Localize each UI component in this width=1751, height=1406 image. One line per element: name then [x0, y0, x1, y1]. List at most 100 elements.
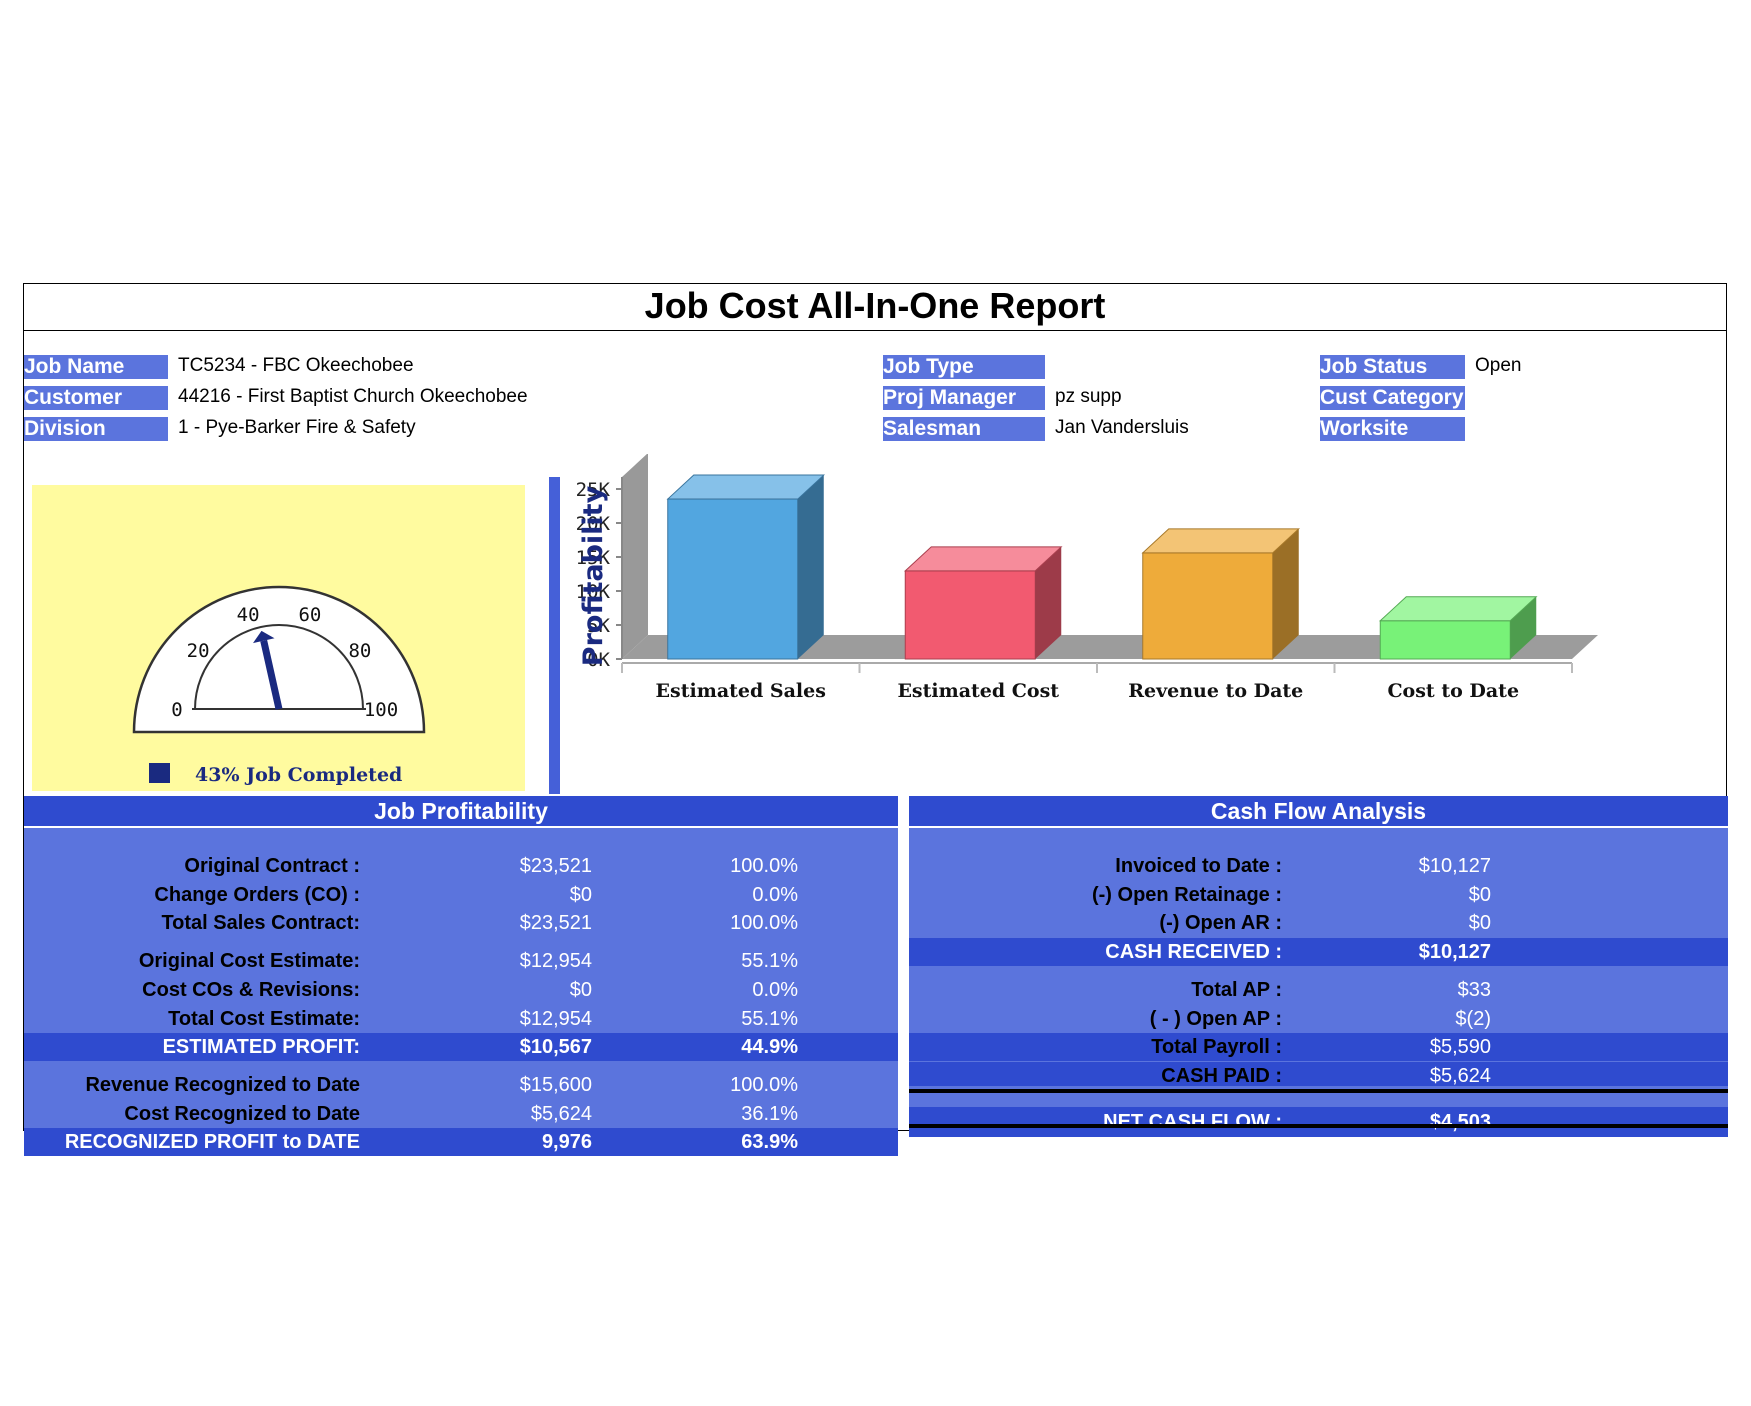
row-amount: $0 — [569, 979, 592, 1001]
row-label: ( - ) Open AP : — [1149, 1008, 1282, 1030]
report-title: Job Cost All-In-One Report — [24, 284, 1726, 331]
row-amount: $15,600 — [519, 1074, 592, 1096]
chart-bar-front — [667, 498, 799, 660]
row-label: Total Sales Contract: — [161, 912, 360, 934]
cash-flow-row: (-) Open Retainage : $0 — [909, 881, 1728, 909]
chart-y-tick-label: 25K — [576, 479, 611, 501]
row-label: RECOGNIZED PROFIT to DATE — [64, 1131, 360, 1153]
row-amount: $23,521 — [519, 855, 592, 877]
legend-swatch — [149, 763, 170, 783]
row-percent: 0.0% — [752, 979, 798, 1001]
row-percent: 55.1% — [741, 1008, 798, 1030]
row-amount: $12,954 — [519, 950, 592, 972]
gauge-needle-head — [253, 630, 275, 644]
row-amount: $12,954 — [519, 1008, 592, 1030]
row-label: (-) Open Retainage : — [1091, 884, 1282, 906]
row-label: CASH RECEIVED : — [1105, 941, 1282, 963]
job-profitability-row: Original Cost Estimate: $12,954 55.1% — [24, 947, 898, 975]
chart-bar-top — [903, 546, 1063, 572]
chart-bar-front — [904, 570, 1036, 660]
chart-floor — [622, 635, 1598, 659]
job-name-value: TC5234 - FBC Okeechobee — [178, 355, 414, 376]
job-name-label: Job Name — [24, 355, 168, 379]
row-amount: $5,624 — [1429, 1065, 1491, 1087]
chart-y-tick-label: 0K — [587, 649, 610, 671]
job-profitability-row: Total Sales Contract: $23,521 100.0% — [24, 909, 898, 937]
cash-flow-title: Cash Flow Analysis — [909, 796, 1728, 828]
completion-gauge: 0 20 40 60 80 100 43% Job Completed — [132, 585, 426, 786]
cash-flow-row: Total Payroll : $5,590 — [909, 1033, 1728, 1061]
net-cash-flow-row: NET CASH FLOW : $4,503 — [909, 1107, 1728, 1137]
chart-y-axis-label: Profitability — [578, 485, 609, 666]
gauge-tick-label: 0 — [171, 699, 182, 721]
gauge-needle — [260, 639, 283, 710]
row-label: Total AP : — [1191, 979, 1282, 1001]
chart-x-tick-label: Estimated Cost — [897, 680, 1059, 702]
row-amount: $0 — [1468, 884, 1491, 906]
gauge-panel: 0 20 40 60 80 100 43% Job Completed — [32, 485, 525, 791]
division-value: 1 - Pye-Barker Fire & Safety — [178, 417, 416, 438]
chart-y-tick-label: 15K — [576, 547, 611, 569]
row-label: ESTIMATED PROFIT: — [162, 1036, 360, 1058]
cash-flow-row: ( - ) Open AP : $(2) — [909, 1005, 1728, 1033]
chart-bar-side — [1272, 528, 1299, 659]
division-label: Division — [24, 417, 168, 441]
job-profitability-row: Original Contract : $23,521 100.0% — [24, 852, 898, 880]
chart-y-tick-label: 5K — [587, 615, 610, 637]
row-amount: $4,503 — [1429, 1111, 1491, 1133]
profitability-chart: 0K 5K 10K 15K 20K 25K Profitability Estimated S… — [560, 453, 1730, 799]
job-profitability-row: Total Cost Estimate: $12,954 55.1% — [24, 1005, 898, 1033]
gauge-legend-label: 43% Job Completed — [195, 764, 402, 786]
chart-bar-top — [1141, 528, 1301, 554]
row-amount: $5,590 — [1429, 1036, 1491, 1058]
row-label: Cost COs & Revisions: — [142, 979, 360, 1001]
row-amount: $(2) — [1455, 1008, 1491, 1030]
row-label: Change Orders (CO) : — [154, 884, 360, 906]
cash-flow-row: (-) Open AR : $0 — [909, 909, 1728, 937]
job-profitability-row: RECOGNIZED PROFIT to DATE 9,976 63.9% — [24, 1128, 898, 1156]
salesman-value: Jan Vandersluis — [1055, 417, 1189, 438]
gauge-tick-label: 100 — [364, 699, 398, 721]
job-profitability-row: Cost Recognized to Date $5,624 36.1% — [24, 1100, 898, 1128]
gauge-tick-label: 80 — [348, 640, 371, 662]
chart-x-tick-label: Revenue to Date — [1128, 680, 1303, 702]
proj-manager-label: Proj Manager — [883, 386, 1045, 410]
chart-left-wall — [622, 453, 648, 659]
row-amount: $10,127 — [1418, 855, 1491, 877]
chart-bar-top — [1378, 596, 1538, 622]
row-percent: 44.9% — [741, 1036, 798, 1058]
job-profitability-row: Revenue Recognized to Date $15,600 100.0% — [24, 1071, 898, 1099]
row-label: CASH PAID : — [1161, 1065, 1282, 1087]
chart-y-tick-label: 20K — [576, 513, 611, 535]
job-type-label: Job Type — [883, 355, 1045, 379]
job-profitability-row: ESTIMATED PROFIT: $10,567 44.9% — [24, 1033, 898, 1061]
cash-flow-row: CASH PAID : $5,624 — [909, 1062, 1728, 1090]
row-label: Total Payroll : — [1151, 1036, 1282, 1058]
row-percent: 0.0% — [752, 884, 798, 906]
row-label: Original Contract : — [184, 855, 360, 877]
row-label: Revenue Recognized to Date — [85, 1074, 360, 1096]
gauge-tick-label: 20 — [187, 640, 210, 662]
row-amount: $0 — [1468, 912, 1491, 934]
job-status-label: Job Status — [1320, 355, 1465, 379]
row-label: Original Cost Estimate: — [138, 950, 360, 972]
chart-x-tick-label: Cost to Date — [1387, 680, 1519, 702]
job-profitability-row: Cost COs & Revisions: $0 0.0% — [24, 976, 898, 1004]
report-container: Job Cost All-In-One Report Job Name TC52… — [23, 283, 1730, 1156]
row-percent: 100.0% — [730, 1074, 798, 1096]
proj-manager-value: pz supp — [1055, 386, 1122, 407]
row-percent: 36.1% — [741, 1103, 798, 1125]
divider-bar — [549, 477, 560, 794]
row-percent: 63.9% — [741, 1131, 798, 1153]
chart-y-tick-label: 10K — [576, 581, 611, 603]
spacer — [909, 1086, 1728, 1089]
row-amount: $10,567 — [519, 1036, 592, 1058]
chart-x-tick-label: Estimated Sales — [656, 680, 826, 702]
chart-bar-side — [1035, 546, 1062, 659]
cash-flow-row: CASH RECEIVED : $10,127 — [909, 938, 1728, 966]
row-amount: $0 — [569, 884, 592, 906]
customer-label: Customer — [24, 386, 168, 410]
row-amount: $5,624 — [530, 1103, 592, 1125]
cash-flow-panel: Cash Flow Analysis Invoiced to Date : $10… — [909, 796, 1728, 1137]
